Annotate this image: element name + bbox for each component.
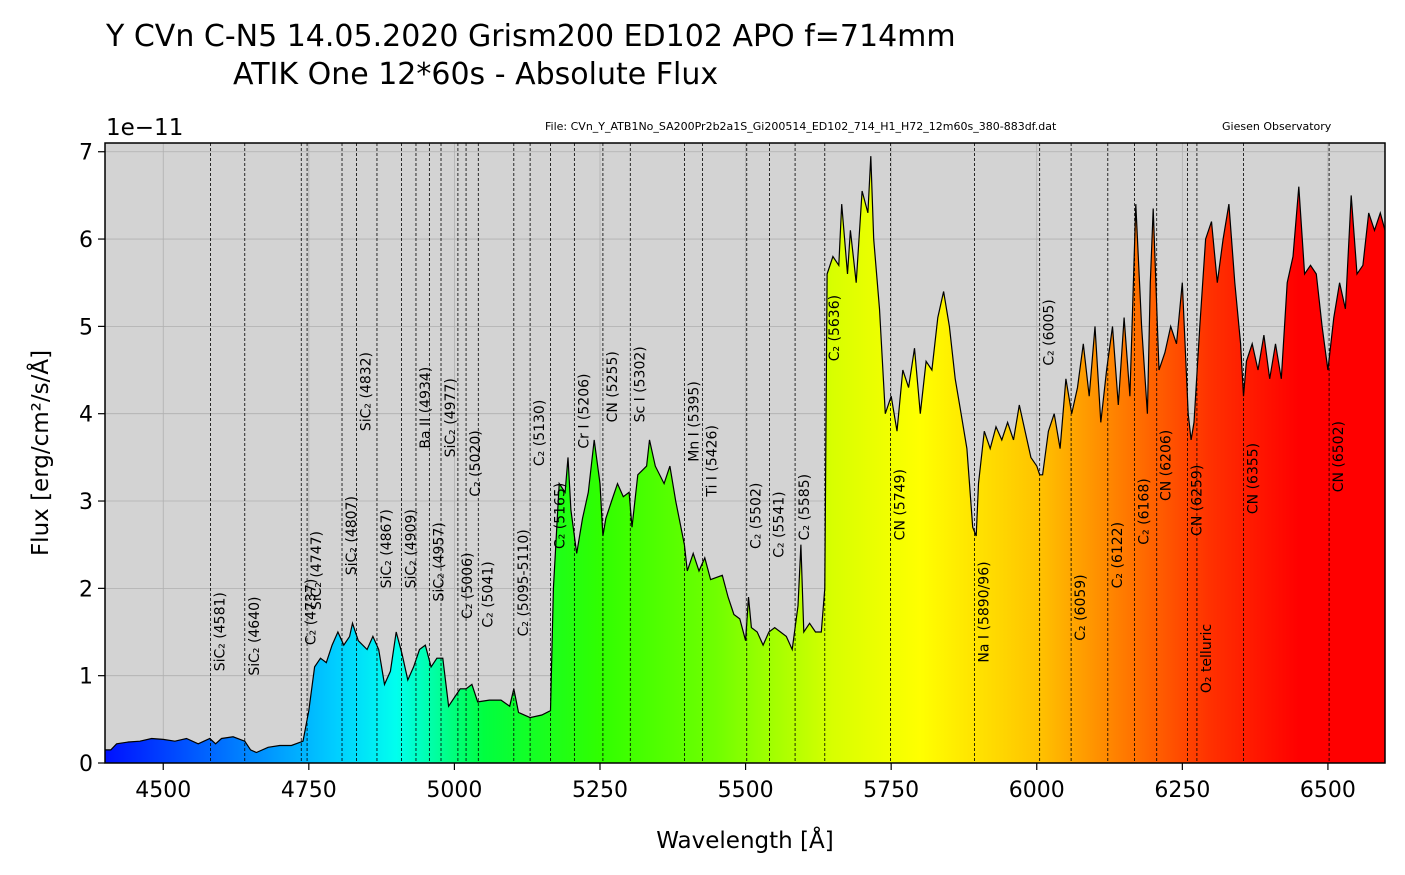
y-tick-label: 7 [79,141,93,166]
x-tick-label: 5000 [426,778,482,803]
x-tick-label: 4500 [135,778,191,803]
spectrum-area [105,156,1385,764]
y-tick-label: 0 [79,752,93,777]
annotation-label: C₂ (5541) [771,491,787,557]
annotation-label: C₂ (6059) [1073,574,1089,640]
annotation-label: Na I (5890/96) [976,561,992,662]
annotation-label: C₂ (6005) [1042,299,1058,365]
annotation-label: CN (6502) [1331,421,1347,492]
annotation-label: CN (5749) [893,469,909,540]
x-axis-label: Wavelength [Å] [656,826,833,854]
y-tick-label: 2 [79,577,93,602]
observatory: Giesen Observatory [1222,120,1332,133]
annotation-label: Ba II (4934) [418,367,434,449]
x-tick-label: 5500 [718,778,774,803]
annotation-label: SiC₂ (4807) [344,496,360,575]
annotation-label: C₂ (5006) [460,553,476,619]
x-tick-label: 6500 [1300,778,1356,803]
annotation-label: Mn I (5395) [686,381,702,462]
x-tick-label: 5250 [572,778,628,803]
y-tick-label: 1 [79,665,93,690]
annotation-label: SiC₂ (4909) [403,509,419,588]
annotation-label: Cr I (5206) [576,374,592,449]
annotation-label: C₂ (5585) [797,474,813,540]
annotation-label: C₂ (5095-5110) [516,529,532,636]
annotation-label: SiC₂ (4747) [309,531,325,610]
y-offset-label: 1e−11 [106,115,183,141]
annotation-label: CN (6206) [1159,430,1175,501]
y-tick-label: 6 [79,228,93,253]
y-tick-label: 4 [79,403,93,428]
annotation-label: SiC₂ (4977) [443,378,459,457]
annotation-label: C₂ (5041) [480,561,496,627]
annotation-label: CN (6259) [1190,465,1206,536]
annotation-label: Sc I (5302) [632,346,648,422]
annotation-label: SiC₂ (4867) [379,509,395,588]
annotation-label: CN (5255) [605,351,621,422]
y-tick-label: 5 [79,315,93,340]
file-note: File: CVn_Y_ATB1No_SA200Pr2b2a1S_Gi20051… [545,120,1057,133]
x-tick-label: 6250 [1154,778,1210,803]
annotation-label: CN (6355) [1245,443,1261,514]
chart-title: Y CVn C-N5 14.05.2020 Grism200 ED102 APO… [105,19,956,54]
annotation-label: C₂ (6168) [1137,478,1153,544]
annotation-label: C₂ (5020) [468,430,484,496]
annotation-label: O₂ telluric [1199,624,1215,693]
annotation-label: SiC₂ (4640) [247,597,263,676]
annotation-label: C₂ (5502) [749,483,765,549]
annotation-label: C₂ (6122) [1110,522,1126,588]
y-axis-label: Flux [erg/cm²/s/Å] [26,350,54,556]
y-tick-label: 3 [79,490,93,515]
annotation-label: Ti I (5426) [704,425,720,498]
annotation-label: SiC₂ (4581) [212,592,228,671]
annotation-label: C₂ (5636) [827,295,843,361]
annotation-label: SiC₂ (4832) [359,352,375,431]
x-tick-label: 4750 [281,778,337,803]
annotation-label: C₂ (5165) [552,483,568,549]
annotation-label: SiC₂ (4957) [431,522,447,601]
spectrum-line [105,156,1386,754]
x-tick-label: 6000 [1009,778,1065,803]
chart-subtitle: ATIK One 12*60s - Absolute Flux [233,57,718,92]
x-tick-label: 5750 [863,778,919,803]
annotation-label: C₂ (5130) [532,400,548,466]
